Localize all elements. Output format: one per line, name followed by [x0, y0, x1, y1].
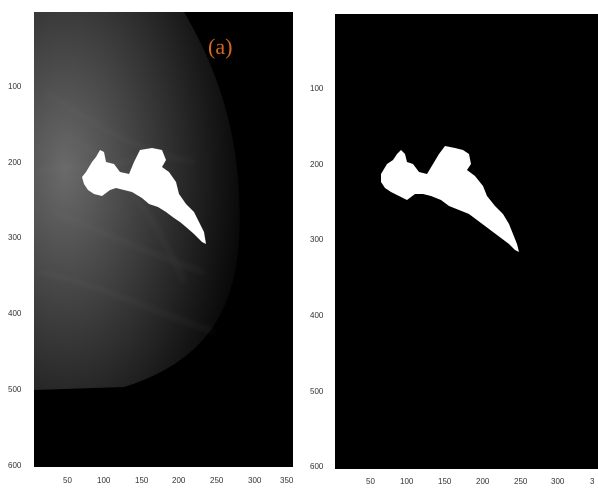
x-tick-label: 350 [280, 476, 294, 485]
y-tick-label: 600 [310, 462, 324, 471]
x-tick-label: 300 [551, 477, 565, 486]
y-tick-label: 500 [8, 385, 22, 394]
segmented-mass [82, 148, 206, 244]
y-tick-label: 100 [310, 84, 324, 93]
y-tick-label: 300 [310, 235, 324, 244]
x-tick-label: 150 [135, 476, 149, 485]
panel-label-a: (a) [208, 34, 233, 59]
y-tick-label: 300 [8, 233, 22, 242]
x-tick-label: 100 [400, 477, 414, 486]
mammogram-image [34, 12, 293, 467]
left-image [34, 12, 293, 467]
x-tick-label: 100 [97, 476, 111, 485]
x-tick-label: 3 [590, 477, 595, 486]
x-tick-label: 150 [438, 477, 452, 486]
x-tick-label: 250 [514, 477, 528, 486]
y-tick-label: 200 [310, 160, 324, 169]
mask-image [335, 14, 598, 469]
y-tick-label: 400 [8, 309, 22, 318]
y-tick-label: 400 [310, 311, 324, 320]
x-tick-label: 200 [172, 476, 186, 485]
y-tick-label: 100 [8, 82, 22, 91]
x-tick-label: 50 [63, 476, 72, 485]
binary-mask-shape [381, 146, 519, 252]
right-image [335, 14, 598, 469]
y-tick-label: 500 [310, 387, 324, 396]
breast-tissue [34, 12, 240, 390]
x-tick-label: 250 [210, 476, 224, 485]
x-tick-label: 50 [366, 477, 375, 486]
y-tick-label: 600 [8, 461, 22, 470]
x-tick-label: 300 [248, 476, 262, 485]
x-tick-label: 200 [476, 477, 490, 486]
y-tick-label: 200 [8, 158, 22, 167]
